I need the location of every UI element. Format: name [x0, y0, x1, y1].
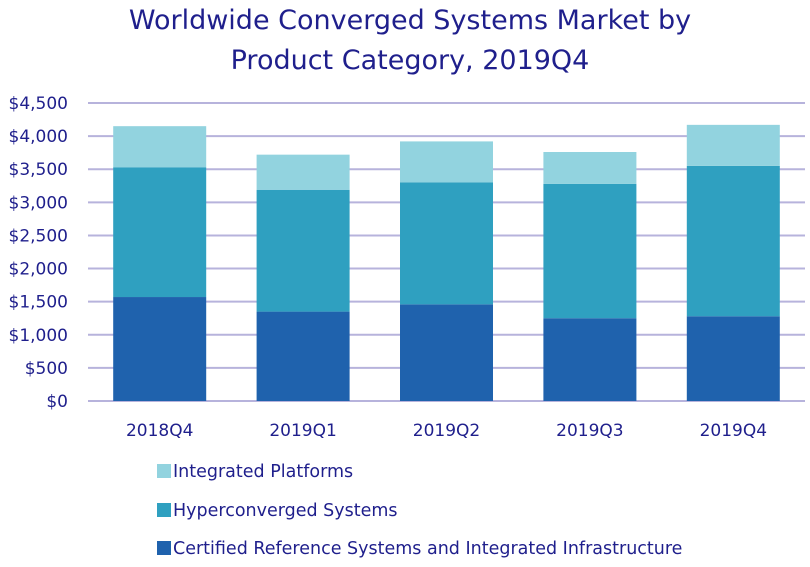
y-tick-label: $4,000	[9, 127, 68, 147]
bar-segment	[543, 183, 637, 319]
x-tick-label: 2019Q4	[700, 421, 767, 441]
legend-swatch	[157, 541, 171, 555]
y-tick-label: $3,000	[9, 193, 68, 213]
chart-title: Worldwide Converged Systems Market by Pr…	[129, 5, 691, 76]
bar-segment	[400, 304, 493, 401]
legend-swatch	[157, 503, 171, 517]
x-tick-label: 2018Q4	[126, 421, 193, 441]
bar-segment	[686, 316, 780, 401]
y-tick-label: $500	[25, 359, 68, 379]
y-tick-label: $1,000	[9, 326, 68, 346]
bar-segment	[256, 154, 350, 190]
x-tick-label: 2019Q3	[556, 421, 623, 441]
bars	[113, 124, 780, 401]
bar-segment	[400, 182, 493, 305]
bar-segment	[113, 126, 207, 168]
legend-label: Integrated Platforms	[173, 462, 353, 482]
bar-segment	[113, 167, 207, 298]
bar-segment	[400, 141, 493, 183]
y-tick-label: $2,500	[9, 226, 68, 246]
bar-segment	[256, 189, 350, 312]
y-tick-label: $1,500	[9, 293, 68, 313]
bar-segment	[113, 297, 207, 401]
legend: Integrated Platforms Hyperconverged Syste…	[157, 462, 682, 559]
y-tick-label: $2,000	[9, 260, 68, 280]
chart-title-line-2: Product Category, 2019Q4	[231, 45, 590, 76]
y-tick-label: $3,500	[9, 160, 68, 180]
bar-segment	[543, 152, 637, 184]
legend-label: Certified Reference Systems and Integrat…	[173, 539, 682, 559]
bar-segment	[543, 318, 637, 401]
x-tick-label: 2019Q1	[269, 421, 336, 441]
x-tick-label: 2019Q2	[413, 421, 480, 441]
legend-swatch	[157, 464, 171, 478]
x-axis-tick-labels: 2018Q4 2019Q1 2019Q2 2019Q3 2019Q4	[126, 421, 767, 441]
bar-segment	[686, 165, 780, 317]
y-axis-tick-labels: $0 $500 $1,000 $1,500 $2,000 $2,500 $3,000 $3,5…	[9, 94, 68, 412]
bar-segment	[256, 311, 350, 401]
bar-segment	[686, 124, 780, 166]
y-tick-label: $4,500	[9, 94, 68, 114]
y-tick-label: $0	[46, 392, 68, 412]
chart-title-line-1: Worldwide Converged Systems Market by	[129, 5, 691, 36]
legend-label: Hyperconverged Systems	[173, 501, 398, 521]
